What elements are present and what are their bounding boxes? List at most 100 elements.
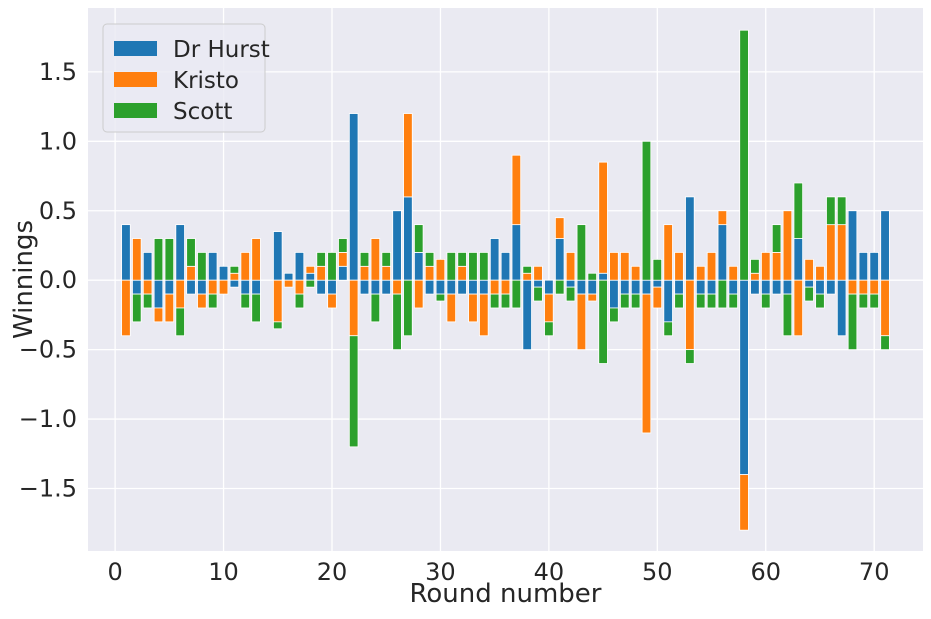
bar-dr-hurst [771,279,782,295]
bar-kristo [392,279,402,295]
bar-dr-hurst [468,279,478,295]
legend-swatch-dr-hurst [114,41,157,56]
bar-dr-hurst [273,231,283,281]
bar-dr-hurst [836,279,847,337]
bar-dr-hurst [446,279,457,295]
bar-scott [695,293,706,309]
bar-kristo [403,113,413,198]
bar-kristo [869,279,879,295]
bar-scott [717,279,728,309]
bar-kristo [348,279,359,337]
bar-kristo [793,279,804,337]
bar-scott [175,307,185,337]
bar-dr-hurst [880,210,890,281]
bar-dr-hurst [858,252,869,281]
bar-kristo [587,293,597,302]
bar-kristo [533,265,543,281]
bar-kristo [370,238,381,281]
y-tick-label: 1.5 [39,58,77,86]
bar-scott [869,293,879,309]
y-tick-label: −1.0 [19,405,77,433]
bar-dr-hurst [403,196,413,281]
bar-kristo [132,238,142,281]
bar-dr-hurst [153,279,164,309]
bar-kristo [663,224,673,281]
bar-scott [164,238,175,281]
bar-kristo [305,265,316,274]
bar-dr-hurst [706,279,717,295]
x-tick-label: 60 [750,558,781,586]
bar-kristo [706,252,717,281]
bar-dr-hurst [576,279,587,295]
bar-kristo [695,265,706,281]
bar-kristo [728,265,738,281]
bar-scott [414,224,424,253]
bar-scott [359,252,370,267]
bar-scott [338,238,348,253]
bar-scott [761,293,771,309]
bar-kristo [468,293,478,323]
bar-dr-hurst [511,224,522,281]
bar-scott [370,293,381,323]
bar-dr-hurst [251,279,261,295]
bar-kristo [327,293,337,309]
bar-dr-hurst [142,252,153,281]
bar-kristo [836,224,847,281]
bar-dr-hurst [359,279,370,295]
bar-dr-hurst [826,279,836,295]
bar-scott [576,224,587,281]
bar-dr-hurst [197,279,207,295]
bar-scott [609,307,619,323]
bar-dr-hurst [587,279,597,295]
bar-dr-hurst [479,279,489,295]
y-tick-label: −1.5 [19,475,77,503]
bar-dr-hurst [457,279,467,295]
x-tick-label: 70 [859,558,890,586]
bar-dr-hurst [847,210,858,281]
bar-dr-hurst [370,279,381,295]
bar-kristo [424,265,435,281]
bar-dr-hurst [598,272,608,281]
bar-scott [706,293,717,309]
bar-scott [782,293,793,337]
bar-scott [435,293,446,302]
bar-dr-hurst [186,279,196,295]
bar-scott [533,286,543,302]
bar-scott [500,293,511,309]
legend-label-dr-hurst: Dr Hurst [173,37,270,63]
bar-dr-hurst [663,279,673,323]
bar-kristo [142,279,153,295]
bar-dr-hurst [392,210,402,281]
bar-dr-hurst [782,279,793,295]
bar-dr-hurst [305,272,316,281]
bar-scott [587,272,597,281]
bar-scott [880,335,890,351]
bar-scott [403,279,413,337]
bar-kristo [479,293,489,337]
bar-kristo [815,265,825,281]
bar-kristo [565,252,576,281]
bar-dr-hurst [652,279,663,288]
bar-dr-hurst [630,279,641,295]
bar-kristo [576,293,587,351]
bar-dr-hurst [207,252,218,281]
bar-scott [847,293,858,351]
bar-dr-hurst [674,279,684,295]
bar-kristo [652,286,663,309]
bar-kristo [674,252,684,281]
bar-scott [132,293,142,323]
bar-scott [392,293,402,351]
bar-scott [446,252,457,281]
bar-kristo [294,279,305,295]
bar-scott [327,252,337,281]
bar-scott [468,252,478,281]
x-tick-labels: 0 10 20 30 40 50 60 70 [107,558,889,586]
bar-dr-hurst [327,279,337,295]
bar-scott [793,182,804,239]
bar-scott [305,279,316,288]
bar-kristo [197,293,207,309]
bar-dr-hurst [316,279,326,295]
bar-dr-hurst [554,238,565,281]
x-tick-label: 0 [107,558,122,586]
